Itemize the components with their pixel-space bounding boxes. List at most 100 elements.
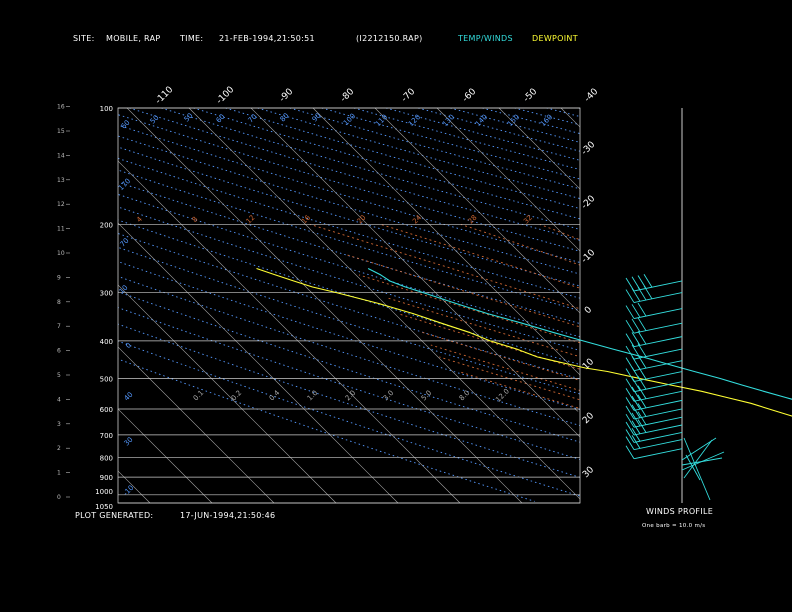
plot-generated-value: 17-JUN-1994,21:50:46 bbox=[180, 511, 276, 520]
height-tick-label: 9 bbox=[57, 274, 61, 281]
mixing-ratio-label: 0.1 bbox=[192, 389, 206, 403]
mixing-ratio-label: 3.0 bbox=[382, 389, 396, 403]
dry-adiabat-line bbox=[514, 108, 580, 126]
height-tick-label: 5 bbox=[57, 372, 61, 379]
pressure-tick-label: 900 bbox=[100, 474, 113, 482]
wind-barb bbox=[625, 413, 635, 428]
wind-shaft bbox=[633, 292, 683, 303]
wind-barb bbox=[631, 395, 641, 410]
dry-adiabat-label: 50 bbox=[183, 112, 195, 124]
isobars bbox=[117, 107, 581, 504]
dry-adiabat-label: 90 bbox=[311, 112, 323, 124]
wind-shaft-low bbox=[683, 439, 713, 479]
moist-adiabat-label: 16 bbox=[300, 213, 312, 225]
dry-adiabat-label: 40 bbox=[123, 391, 135, 403]
dry-adiabat-line bbox=[385, 108, 580, 161]
dry-adiabat-line bbox=[417, 108, 580, 152]
wind-barb bbox=[637, 419, 647, 433]
mixing-ratio-label: 5.0 bbox=[420, 389, 434, 403]
isotherm-label: -40 bbox=[583, 87, 601, 105]
isotherm-label: 20 bbox=[581, 411, 596, 426]
isotherm-line bbox=[312, 108, 580, 376]
pressure-tick-label: 600 bbox=[100, 406, 113, 414]
isotherm-label: -30 bbox=[580, 140, 598, 158]
pressure-tick-label: 200 bbox=[100, 221, 113, 229]
pressure-tick-label: 800 bbox=[100, 454, 113, 462]
time-label: TIME: bbox=[180, 34, 204, 43]
sounding-series bbox=[256, 267, 792, 417]
pressure-tick-label: 300 bbox=[100, 290, 113, 298]
height-tick-label: 12 bbox=[57, 201, 65, 208]
wind-shaft bbox=[633, 371, 683, 382]
dry-adiabat-line bbox=[118, 358, 535, 502]
height-tick-label: 1 bbox=[57, 470, 61, 477]
pressure-tick-label: 100 bbox=[100, 105, 113, 113]
dry-adiabat-line bbox=[118, 114, 580, 252]
dry-adiabat-label: 10 bbox=[118, 284, 130, 296]
isotherm-line bbox=[118, 284, 337, 503]
dry-adiabat-label: 70 bbox=[247, 113, 259, 125]
wind-barb bbox=[631, 427, 641, 442]
axis-labels: 1002003004005006007008009001000105001234… bbox=[57, 85, 601, 511]
height-tick-label: 10 bbox=[57, 250, 65, 257]
dry-adiabat-label: 50 bbox=[149, 114, 161, 126]
moist-adiabat-label: 24 bbox=[411, 213, 423, 225]
isotherm-line bbox=[118, 160, 461, 503]
dry-adiabat-label: 130 bbox=[441, 113, 456, 128]
moist-adiabat-line bbox=[439, 356, 580, 401]
isotherm-label: -70 bbox=[400, 87, 418, 105]
isotherm-line bbox=[560, 108, 580, 128]
dry-adiabat-label: 80 bbox=[279, 112, 291, 124]
wind-barb bbox=[625, 436, 635, 450]
isotherm-label: -100 bbox=[215, 85, 237, 107]
dry-adiabat-line bbox=[118, 232, 580, 380]
moist-adiabat-line bbox=[430, 344, 580, 391]
dry-adiabat-line bbox=[118, 193, 580, 338]
dry-adiabat-label: 60 bbox=[215, 113, 227, 125]
dry-adiabat-line bbox=[118, 261, 580, 410]
wind-barb bbox=[637, 365, 647, 380]
dry-adiabat-line bbox=[118, 275, 580, 427]
mixing-ratio-lines bbox=[574, 408, 580, 414]
pressure-tick-label: 400 bbox=[100, 338, 113, 346]
wind-barb bbox=[637, 330, 647, 345]
wind-barb bbox=[637, 354, 647, 369]
mixing-ratio-label: 12.0 bbox=[494, 387, 511, 404]
moist-adiabat-label: 20 bbox=[356, 214, 368, 226]
wind-barb bbox=[637, 375, 647, 390]
isotherm-line bbox=[118, 222, 399, 503]
dry-adiabat-label: 110 bbox=[374, 113, 389, 128]
dry-adiabat-line bbox=[193, 108, 580, 220]
isotherms bbox=[0, 108, 792, 503]
dry-adiabat-label: 70 bbox=[119, 237, 131, 249]
dry-adiabat-line bbox=[161, 108, 580, 230]
wind-barb bbox=[631, 377, 641, 391]
dry-adiabat-label: 60 bbox=[120, 119, 132, 131]
dry-adiabat-label: 30 bbox=[123, 436, 135, 448]
time-value: 21-FEB-1994,21:50:51 bbox=[219, 34, 315, 43]
pressure-tick-label: 1050 bbox=[95, 503, 113, 511]
wind-barb bbox=[625, 429, 635, 443]
wind-barb bbox=[625, 388, 635, 402]
mixing-ratio-label: 2.0 bbox=[344, 389, 358, 403]
mixing-ratio-label: 1.0 bbox=[306, 389, 320, 403]
wind-shaft bbox=[633, 381, 683, 393]
height-tick-label: 3 bbox=[57, 421, 61, 428]
isotherm-label: -110 bbox=[154, 85, 176, 107]
isotherm-line bbox=[0, 108, 26, 503]
isotherm-line bbox=[747, 108, 792, 503]
wind-shaft bbox=[633, 390, 683, 402]
wind-barb bbox=[631, 288, 641, 302]
mixing-ratio-label: 0.4 bbox=[268, 388, 282, 402]
moist-adiabat-label: 12 bbox=[245, 214, 257, 226]
isotherm-label: -20 bbox=[580, 194, 598, 212]
wind-barb bbox=[631, 435, 641, 449]
isotherm-label: 0 bbox=[583, 305, 594, 316]
dry-adiabat-line bbox=[118, 157, 580, 299]
isotherm-line bbox=[374, 108, 580, 314]
height-tick-label: 0 bbox=[57, 494, 61, 501]
site-value: MOBILE, RAP bbox=[106, 34, 161, 43]
isotherm-line bbox=[685, 108, 792, 503]
moist-adiabat-label: 4 bbox=[135, 215, 144, 224]
wind-barb bbox=[625, 405, 635, 420]
